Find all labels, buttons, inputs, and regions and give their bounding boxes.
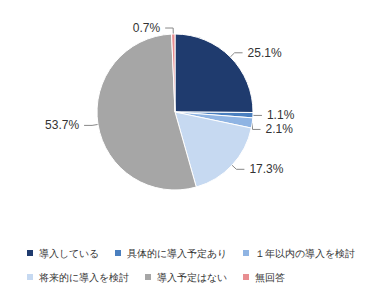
svg-text:１年以内の導入を検討: １年以内の導入を検討 <box>255 248 355 259</box>
svg-text:将来的に導入を検討: 将来的に導入を検討 <box>38 272 129 283</box>
svg-text:無回答: 無回答 <box>255 272 285 283</box>
svg-text:0.7%: 0.7% <box>133 21 161 35</box>
svg-text:1.1%: 1.1% <box>267 108 295 122</box>
svg-text:導入予定はない: 導入予定はない <box>157 272 227 283</box>
svg-text:53.7%: 53.7% <box>45 118 79 132</box>
svg-text:導入している: 導入している <box>39 248 99 259</box>
svg-text:25.1%: 25.1% <box>248 46 282 60</box>
svg-text:2.1%: 2.1% <box>266 122 294 136</box>
svg-text:17.3%: 17.3% <box>249 162 283 176</box>
svg-text:具体的に導入予定あり: 具体的に導入予定あり <box>127 248 227 259</box>
